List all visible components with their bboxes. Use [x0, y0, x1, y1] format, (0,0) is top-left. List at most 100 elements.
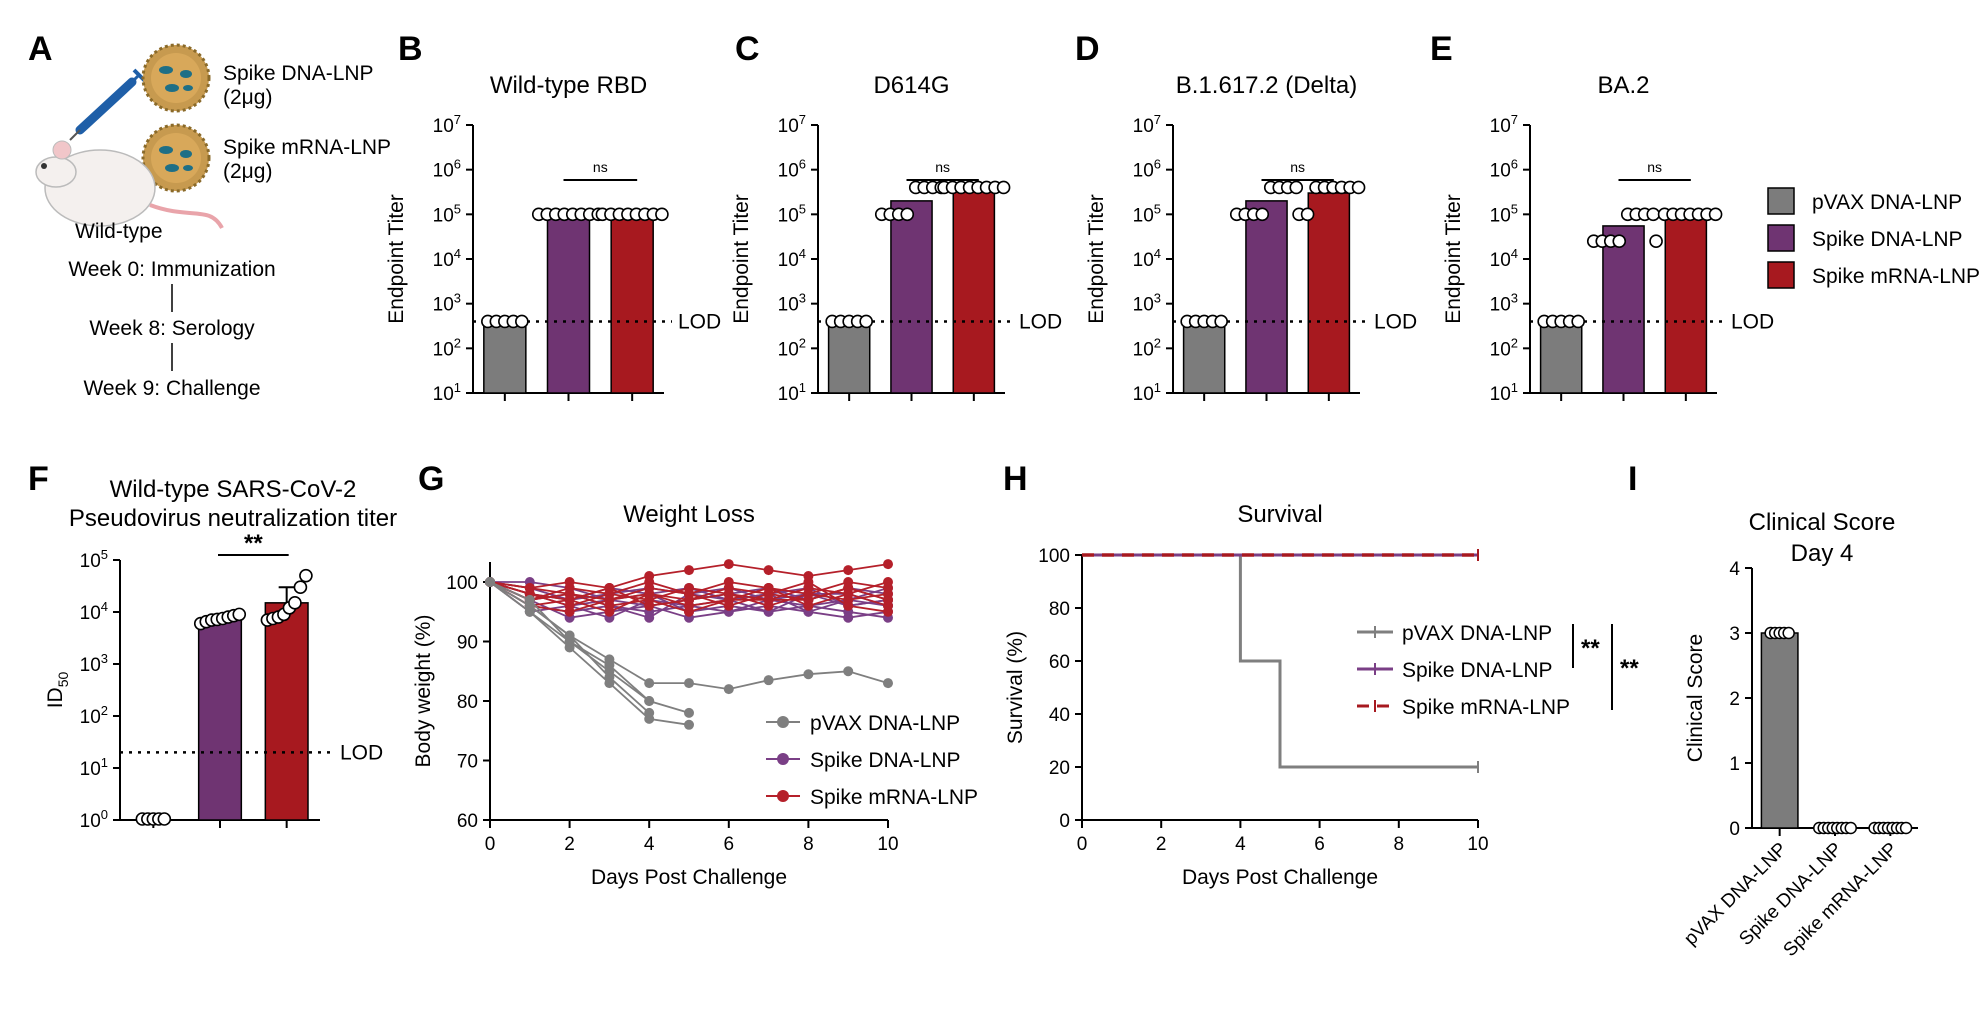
chart-subtitle: Day 4	[1791, 540, 1854, 567]
chart-title: BA.2	[1597, 72, 1649, 99]
bar	[197, 617, 243, 821]
y-tick-label: 106	[778, 157, 806, 182]
chart-clinical-score: Clinical Score Day 4 Clinical Score 0 1 2 3 4 pV…	[1680, 509, 1918, 961]
chart-title: Survival	[1237, 501, 1322, 528]
y-tick-label: 105	[433, 201, 461, 226]
y-tick-label: 1	[1729, 754, 1740, 775]
y-tick-label: 0	[1059, 811, 1070, 832]
panel-letter-e: E	[1430, 30, 1453, 68]
data-point	[1646, 207, 1661, 222]
y-tick-label: 105	[80, 547, 108, 572]
y-tick-label: 102	[1133, 335, 1161, 360]
legend-marker	[777, 790, 789, 802]
data-point	[232, 607, 247, 622]
nanoparticle-icon	[141, 43, 211, 113]
legend-label: pVAX DNA-LNP	[1812, 191, 1962, 214]
data-point	[996, 180, 1011, 195]
x-tick-label: 2	[1156, 834, 1167, 855]
bar	[1664, 215, 1708, 394]
y-tick-label: 104	[778, 246, 806, 271]
x-tick-label: 4	[644, 834, 655, 855]
data-point	[644, 678, 655, 689]
data-point	[859, 314, 873, 329]
y-tick-label: 100	[80, 807, 108, 832]
chart-title: Clinical Score	[1749, 509, 1896, 536]
data-point	[655, 207, 669, 222]
y-tick-label: 102	[778, 335, 806, 360]
nanoparticle-icon	[141, 123, 211, 193]
data-point	[684, 565, 694, 576]
y-tick-label: 103	[1490, 291, 1518, 316]
legend-label: Spike mRNA-LNP	[1812, 265, 1980, 288]
panel-letter-h: H	[1003, 460, 1028, 498]
y-tick-label: 106	[1490, 157, 1518, 182]
data-point	[644, 588, 655, 599]
data-point	[288, 596, 302, 610]
data-point	[1300, 207, 1315, 222]
bar	[890, 200, 933, 394]
data-point	[883, 577, 893, 587]
data-point	[299, 568, 313, 583]
bar	[264, 602, 309, 821]
data-point	[883, 606, 893, 617]
data-point	[564, 594, 575, 605]
x-tick-label: 6	[1314, 834, 1325, 855]
y-tick-label: 60	[1049, 652, 1070, 673]
data-point	[604, 606, 615, 617]
x-tick-label: 4	[1235, 834, 1246, 855]
significance-label: ns	[1290, 159, 1305, 175]
data-point	[723, 559, 734, 570]
data-point	[1649, 234, 1663, 249]
mouse-label: Wild-type	[75, 220, 163, 243]
y-tick-label: 3	[1729, 624, 1740, 645]
mrna-lnp-label: Spike mRNA-LNP	[223, 136, 391, 159]
data-point	[684, 719, 694, 730]
x-tick-label: Spike DNA-LNP	[1735, 839, 1846, 950]
y-tick-label: 107	[433, 112, 461, 137]
chart-delta: B.1.617.2 (Delta) Endpoint Titer 101 102 103…	[1085, 72, 1417, 405]
data-point	[684, 678, 694, 689]
data-point	[644, 696, 655, 706]
x-tick-label: 8	[803, 834, 814, 855]
chart-survival: Survival Survival (%) Days Post Challenge 0…	[1004, 501, 1639, 889]
chart-title: D614G	[873, 72, 949, 99]
data-point	[1612, 234, 1627, 249]
lod-label: LOD	[1374, 310, 1417, 333]
y-tick-label: 107	[1490, 112, 1518, 137]
timeline-step: Week 0: Immunization	[68, 258, 275, 281]
panel-letter-a: A	[28, 30, 53, 68]
data-point	[1571, 314, 1585, 329]
dna-dose-label: (2μg)	[223, 86, 272, 109]
legend-label: pVAX DNA-LNP	[1402, 622, 1552, 645]
bar	[1307, 192, 1351, 394]
data-point	[883, 594, 893, 605]
data-point	[1214, 314, 1228, 329]
dna-lnp-label: Spike DNA-LNP	[223, 62, 374, 85]
y-axis-label: Survival (%)	[1004, 631, 1027, 744]
legend-label: Spike DNA-LNP	[1402, 659, 1553, 682]
legend-label: Spike mRNA-LNP	[810, 786, 978, 809]
y-axis-label: Endpoint Titer	[1085, 194, 1108, 324]
y-tick-label: 106	[1133, 157, 1161, 182]
y-tick-label: 103	[778, 291, 806, 316]
data-point	[157, 812, 172, 826]
data-point	[1708, 207, 1723, 222]
y-tick-label: 100	[1038, 546, 1070, 567]
data-point	[803, 577, 814, 587]
y-tick-label: 20	[1049, 758, 1070, 779]
y-tick-label: 80	[1049, 599, 1070, 620]
chart-subtitle: Pseudovirus neutralization titer	[69, 505, 397, 532]
y-tick-label: 101	[433, 380, 461, 405]
bar	[1760, 632, 1799, 829]
y-axis-label: ID50	[44, 672, 71, 709]
chart-title: B.1.617.2 (Delta)	[1176, 72, 1357, 99]
significance-label: **	[1620, 655, 1639, 682]
x-tick-label: 8	[1394, 834, 1405, 855]
data-point	[843, 582, 854, 593]
y-tick-label: 104	[1133, 246, 1161, 271]
significance-label: **	[1581, 635, 1600, 662]
data-point	[604, 672, 615, 683]
legend-swatch	[1767, 187, 1795, 215]
y-tick-label: 107	[1133, 112, 1161, 137]
